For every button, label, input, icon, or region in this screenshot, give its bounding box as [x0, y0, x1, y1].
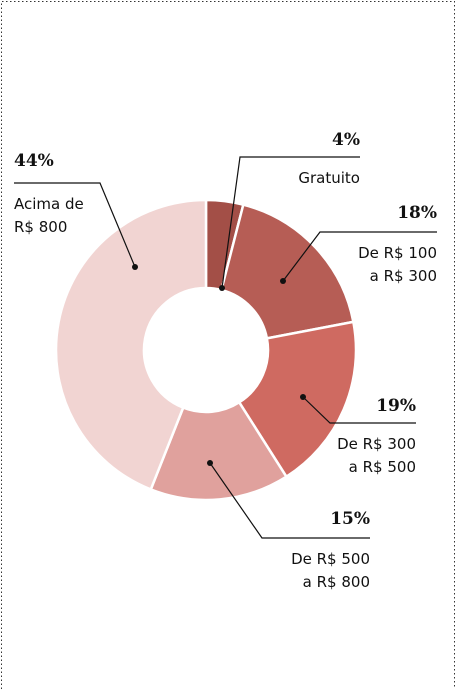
category-label: Acima de [14, 195, 84, 213]
category-label: R$ 800 [14, 218, 67, 236]
category-label: a R$ 500 [349, 458, 416, 476]
value-label: 15% [330, 509, 370, 529]
leader-dot [207, 460, 213, 466]
category-label: a R$ 300 [370, 267, 437, 285]
leader-dot [132, 264, 138, 270]
leader-line [209, 462, 370, 539]
leader-dot [280, 278, 286, 284]
value-label: 4% [332, 130, 360, 150]
category-label: Gratuito [298, 169, 360, 187]
value-label: 19% [376, 396, 416, 416]
category-label: De R$ 500 [291, 550, 370, 568]
category-label: De R$ 100 [358, 244, 437, 262]
category-label: De R$ 300 [337, 435, 416, 453]
leader-line [221, 156, 360, 289]
category-label: a R$ 800 [303, 573, 370, 591]
slice [54, 198, 208, 492]
leader-dot [219, 285, 225, 291]
leader-dot [300, 394, 306, 400]
leader-line [14, 182, 136, 268]
value-label: 44% [14, 151, 54, 171]
slice [219, 203, 355, 340]
value-label: 18% [397, 203, 437, 223]
slice [149, 400, 289, 502]
leader-line [302, 396, 416, 424]
slice [237, 320, 358, 479]
leader-line [282, 231, 437, 282]
